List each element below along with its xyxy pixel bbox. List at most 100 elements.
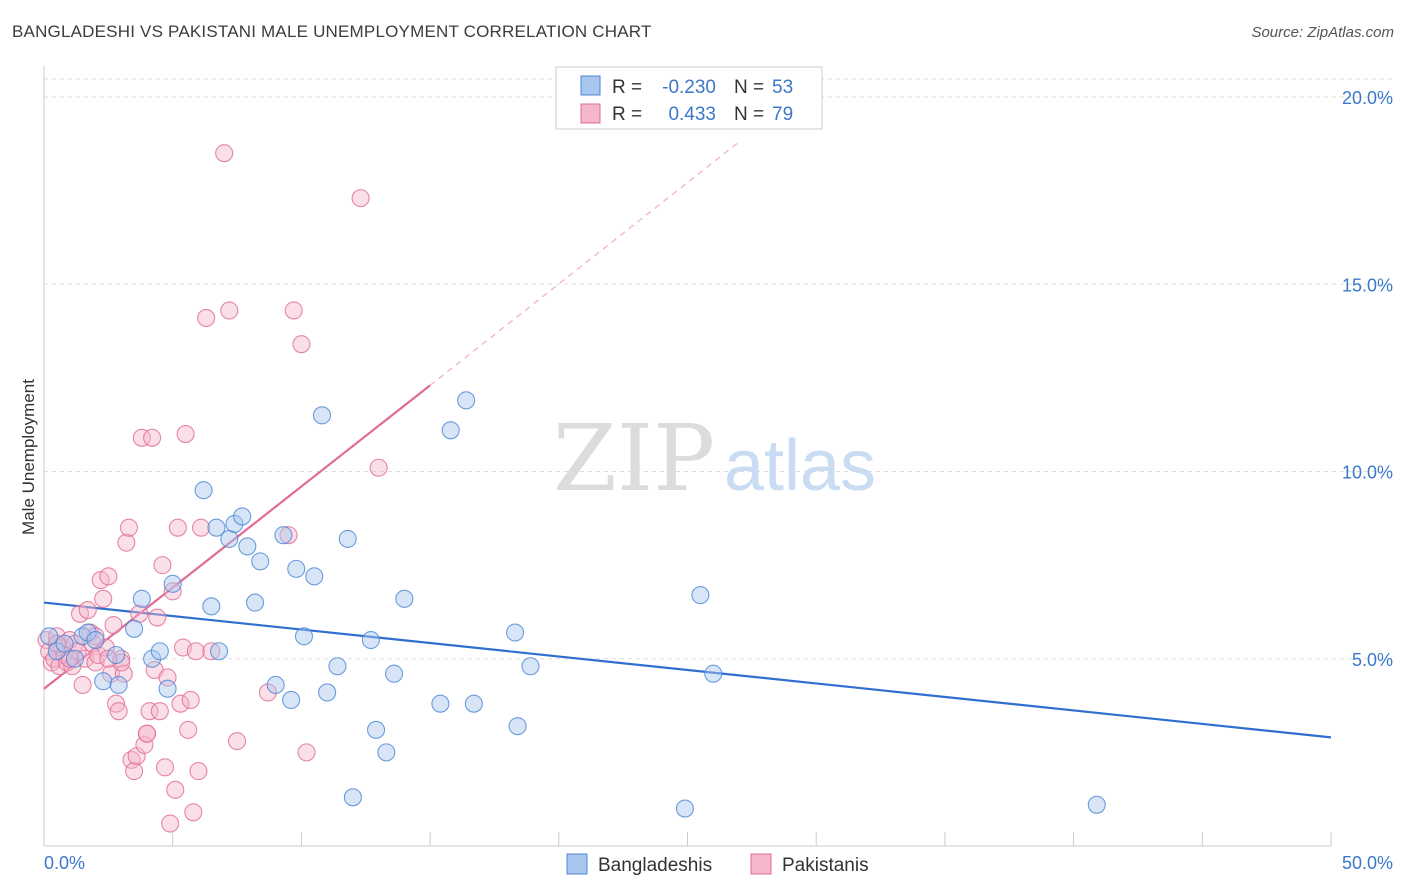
point-pakistanis: [96, 638, 115, 657]
point-bangladeshis: [86, 630, 105, 650]
legend-item-bangladeshis: Bangladeshis: [598, 855, 712, 876]
point-bangladeshis: [305, 567, 324, 586]
point-pakistanis: [104, 615, 123, 635]
y-tick-label: 5.0%: [1352, 650, 1393, 670]
point-bangladeshis: [143, 649, 162, 668]
point-bangladeshis: [158, 679, 177, 698]
y-tick-label: 15.0%: [1342, 275, 1393, 295]
correlation-legend: R = -0.230 N = 53 R = 0.433 N = 79: [555, 66, 823, 130]
source-label: Source: ZipAtlas.com: [1251, 24, 1394, 41]
point-pakistanis: [215, 144, 234, 163]
point-bangladeshis: [1087, 795, 1106, 814]
point-bangladeshis: [251, 552, 270, 571]
point-bangladeshis: [691, 586, 710, 605]
point-pakistanis: [150, 702, 169, 721]
point-bangladeshis: [150, 642, 169, 661]
point-pakistanis: [107, 694, 126, 713]
point-pakistanis: [297, 743, 316, 762]
point-pakistanis: [184, 803, 203, 822]
point-pakistanis: [47, 634, 66, 653]
point-bangladeshis: [457, 391, 476, 410]
point-bangladeshis: [385, 664, 404, 683]
point-pakistanis: [179, 720, 198, 739]
point-pakistanis: [94, 589, 113, 608]
point-bangladeshis: [366, 720, 386, 739]
point-pakistanis: [369, 458, 388, 477]
y-axis-label: Male Unemployment: [19, 379, 38, 535]
point-bangladeshis: [282, 690, 301, 709]
point-pakistanis: [166, 780, 185, 799]
point-bangladeshis: [521, 657, 540, 676]
point-bangladeshis: [125, 619, 144, 638]
point-pakistanis: [181, 690, 200, 709]
series-legend: Bangladeshis Pakistanis: [566, 853, 869, 876]
point-pakistanis: [78, 601, 97, 620]
point-pakistanis: [186, 642, 205, 661]
x-tick-label: 0.0%: [44, 853, 85, 873]
point-pakistanis: [153, 556, 172, 575]
point-pakistanis: [279, 526, 298, 545]
point-bangladeshis: [220, 529, 239, 548]
point-pakistanis: [130, 604, 149, 623]
point-bangladeshis: [246, 593, 265, 612]
point-bangladeshis: [395, 589, 414, 608]
point-pakistanis: [351, 189, 370, 208]
point-bangladeshis: [294, 627, 314, 646]
point-bangladeshis: [328, 657, 347, 676]
point-bangladeshis: [361, 630, 380, 650]
point-bangladeshis: [132, 589, 151, 608]
y-tick-label: 20.0%: [1342, 88, 1393, 108]
legend-swatch-bangladeshis: [566, 853, 588, 875]
trend-lines: [43, 141, 1332, 739]
point-pakistanis: [114, 664, 133, 683]
point-pakistanis: [197, 308, 216, 328]
legend-n-value: 53: [772, 77, 793, 98]
grid-lines: [44, 78, 1392, 660]
tick-labels: 5.0% 10.0% 15.0% 20.0% 0.0% 50.0%: [44, 88, 1393, 873]
point-bangladeshis: [202, 597, 221, 616]
point-bangladeshis: [377, 743, 396, 762]
trend-line-pakistanis: [43, 384, 431, 690]
point-bangladeshis: [704, 664, 723, 683]
point-bangladeshis: [94, 672, 113, 691]
point-pakistanis: [132, 428, 151, 447]
point-bangladeshis: [163, 574, 182, 593]
legend-swatch-pakistanis: [580, 103, 601, 124]
point-pakistanis: [220, 301, 239, 320]
point-bangladeshis: [338, 529, 357, 548]
legend-n-label: N =: [734, 104, 764, 125]
chart-title: BANGLADESHI VS PAKISTANI MALE UNEMPLOYME…: [12, 22, 652, 41]
point-bangladeshis: [508, 717, 527, 736]
legend-n-label: N =: [734, 77, 764, 98]
point-pakistanis: [176, 424, 195, 444]
point-pakistanis: [189, 762, 208, 781]
point-pakistanis: [117, 533, 136, 552]
point-pakistanis: [228, 732, 247, 751]
point-pakistanis: [119, 518, 138, 537]
point-pakistanis: [143, 428, 162, 447]
point-pakistanis: [99, 567, 118, 586]
point-bangladeshis: [505, 623, 525, 642]
point-pakistanis: [135, 735, 154, 754]
trend-line-bangladeshis: [43, 601, 1332, 739]
point-pakistanis: [284, 301, 303, 320]
point-bangladeshis: [343, 788, 362, 807]
point-pakistanis: [89, 645, 108, 665]
legend-n-value: 79: [772, 104, 793, 125]
point-bangladeshis: [274, 526, 293, 545]
point-bangladeshis: [209, 642, 229, 661]
point-bangladeshis: [266, 675, 285, 695]
point-bangladeshis: [40, 627, 59, 646]
point-pakistanis: [292, 335, 311, 354]
point-bangladeshis: [464, 694, 483, 713]
point-bangladeshis: [225, 514, 244, 533]
point-bangladeshis: [238, 537, 257, 556]
point-bangladeshis: [233, 507, 252, 526]
point-pakistanis: [161, 814, 180, 833]
data-points: [37, 144, 1106, 833]
point-pakistanis: [168, 518, 187, 537]
point-pakistanis: [73, 675, 92, 695]
legend-r-value: 0.433: [668, 104, 716, 125]
point-bangladeshis: [287, 559, 306, 578]
